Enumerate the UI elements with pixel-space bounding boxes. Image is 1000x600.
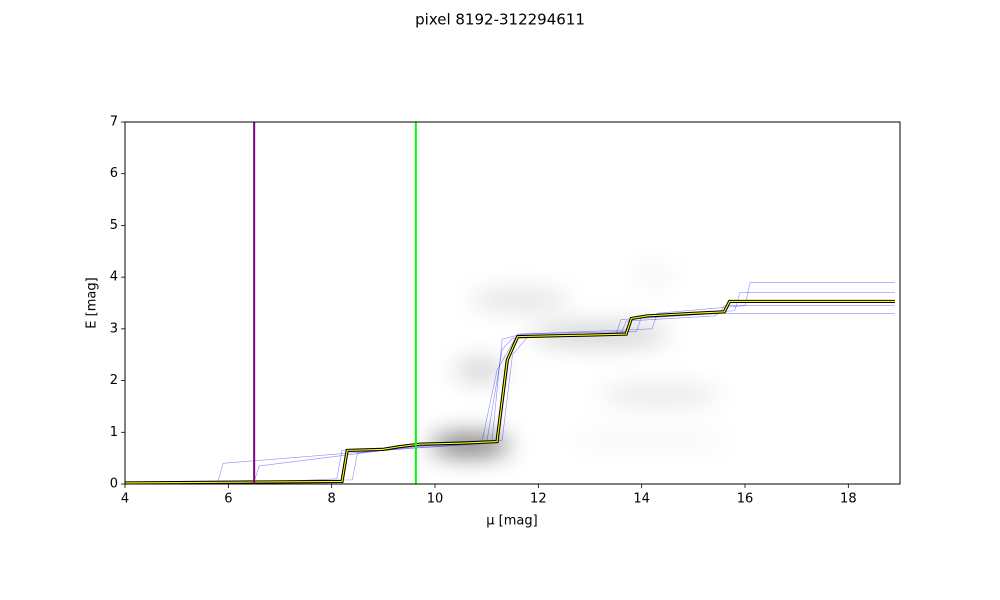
sample-line (124, 292, 895, 485)
y-tick-label: 5 (110, 218, 118, 233)
y-tick-label: 0 (110, 477, 118, 492)
chart-title: pixel 8192-312294611 (415, 11, 585, 29)
x-tick-label: 14 (633, 492, 650, 507)
plot-frame (124, 121, 901, 485)
y-tick-label: 2 (110, 373, 118, 388)
y-tick-label: 4 (110, 270, 118, 285)
x-axis-label: μ [mag] (486, 514, 537, 529)
sample-line (124, 282, 895, 485)
y-tick-label: 1 (110, 425, 118, 440)
x-tick-label: 6 (224, 492, 232, 507)
sample-line (124, 305, 895, 485)
x-tick-label: 10 (427, 492, 444, 507)
x-tick-label: 18 (840, 492, 857, 507)
x-tick-label: 16 (737, 492, 754, 507)
sample-line (124, 313, 895, 484)
y-tick-label: 7 (110, 115, 118, 130)
x-tick-label: 4 (121, 492, 129, 507)
y-tick-label: 3 (110, 321, 118, 336)
y-axis-label: E [mag] (85, 277, 100, 328)
line (124, 299, 895, 485)
x-tick-label: 12 (530, 492, 547, 507)
line-highlight (124, 300, 895, 484)
x-tick-label: 8 (328, 492, 336, 507)
y-tick-label: 6 (110, 166, 118, 181)
density-background (430, 269, 730, 455)
